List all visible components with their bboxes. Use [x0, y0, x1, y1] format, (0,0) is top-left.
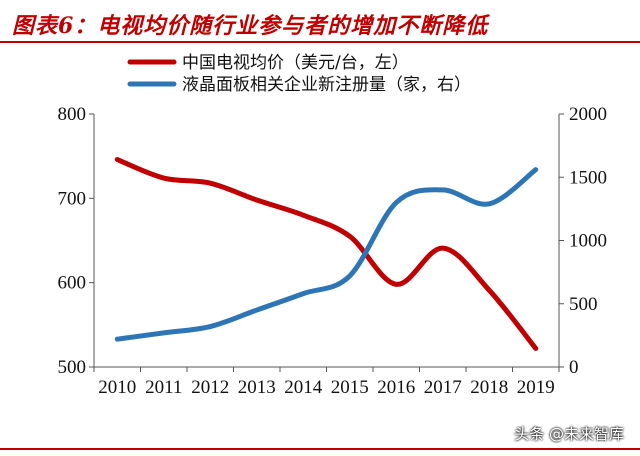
chart-header: 图表6：电视均价随行业参与者的增加不断降低 [0, 0, 640, 46]
left-axis-tick-label: 800 [58, 104, 87, 125]
right-axis-tick-label: 2000 [569, 104, 607, 125]
x-axis-tick-label: 2012 [191, 377, 229, 398]
series-line-right [114, 167, 539, 342]
watermark-text: 头条 @未来智库 [514, 425, 624, 443]
series-line-left [114, 157, 539, 351]
x-axis-tick-label: 2015 [331, 377, 369, 398]
x-axis-tick-label: 2013 [238, 377, 276, 398]
legend-label: 中国电视均价（美元/台，左） [182, 53, 409, 73]
x-axis-tick-label: 2019 [517, 377, 555, 398]
x-axis-tick-label: 2018 [470, 377, 508, 398]
right-axis-tick-label: 1000 [569, 231, 607, 252]
top-rule [0, 41, 640, 43]
x-axis-tick-label: 2016 [377, 377, 415, 398]
right-axis-tick-label: 500 [569, 294, 598, 315]
left-axis-tick-label: 500 [58, 357, 87, 378]
x-axis-tick-label: 2010 [98, 377, 136, 398]
bottom-rule [0, 448, 640, 450]
right-axis-tick-label: 1500 [569, 167, 607, 188]
watermark: 头条 @未来智库 [514, 423, 624, 444]
x-axis-tick-label: 2011 [145, 377, 182, 398]
legend-label: 液晶面板相关企业新注册量（家，右） [182, 75, 471, 95]
left-axis-tick-label: 700 [58, 188, 87, 209]
left-axis-tick-label: 600 [58, 273, 87, 294]
x-axis-tick-label: 2014 [284, 377, 323, 398]
x-axis-tick-label: 2017 [424, 377, 462, 398]
right-axis-tick-label: 0 [569, 357, 579, 378]
chart-title: 图表6：电视均价随行业参与者的增加不断降低 [12, 13, 489, 39]
